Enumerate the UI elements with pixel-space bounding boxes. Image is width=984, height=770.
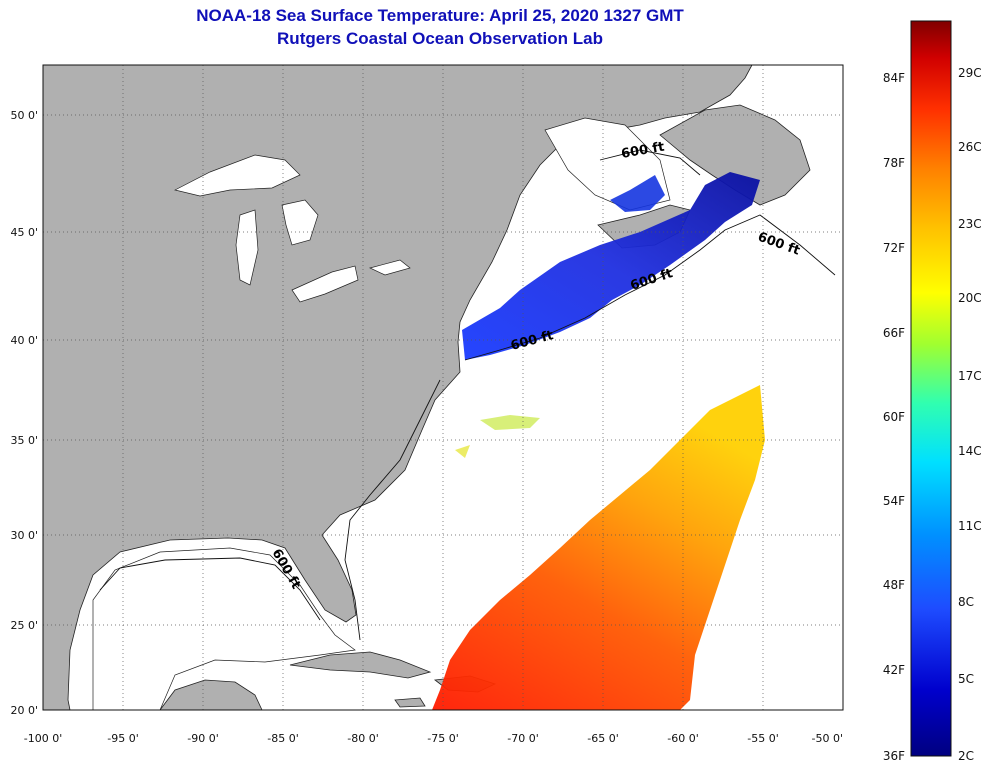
lon-tick-label: -50 0' <box>812 732 844 745</box>
maritimes-land <box>659 104 811 206</box>
sst-map: -100 0' -95 0' -90 0' -85 0' -80 0' -75 … <box>10 64 844 745</box>
cbar-f-label: 42F <box>883 663 905 677</box>
colorbar-f-labels: 84F 78F 72F 66F 60F 54F 48F 42F 36F <box>883 71 905 763</box>
sst-cold-gulf <box>610 175 665 212</box>
cbar-f-label: 78F <box>883 156 905 170</box>
cuba-land <box>289 651 432 679</box>
cbar-f-label: 84F <box>883 71 905 85</box>
cbar-c-label: 11C <box>958 519 982 533</box>
sst-warm-patch-2 <box>455 445 470 458</box>
cbar-f-label: 66F <box>883 326 905 340</box>
colorbar-c-labels: 29C 26C 23C 20C 17C 14C 11C 8C 5C 2C <box>958 66 982 763</box>
sst-warm-patches <box>480 415 540 430</box>
lat-tick-label: 20 0' <box>10 704 38 717</box>
cbar-f-label: 36F <box>883 749 905 763</box>
isobath-label: 600 ft <box>620 140 665 162</box>
lon-tick-label: -55 0' <box>747 732 779 745</box>
lat-tick-label: 40 0' <box>10 334 38 347</box>
sst-cold-shelf <box>462 172 760 360</box>
great-lakes <box>174 154 411 303</box>
lon-tick-label: -85 0' <box>267 732 299 745</box>
lon-tick-label: -95 0' <box>107 732 139 745</box>
cbar-c-label: 5C <box>958 672 974 686</box>
cbar-f-label: 54F <box>883 494 905 508</box>
plot-frame <box>42 64 844 711</box>
cbar-c-label: 26C <box>958 140 982 154</box>
lon-axis: -100 0' -95 0' -90 0' -85 0' -80 0' -75 … <box>24 732 843 745</box>
cbar-c-label: 14C <box>958 444 982 458</box>
lat-axis: 50 0' 45 0' 40 0' 35 0' 30 0' 25 0' 20 0… <box>10 109 38 717</box>
cbar-c-label: 29C <box>958 66 982 80</box>
cbar-c-label: 2C <box>958 749 974 763</box>
sst-warm-gulfstream <box>432 385 765 710</box>
lon-tick-label: -100 0' <box>24 732 62 745</box>
lon-tick-label: -60 0' <box>667 732 699 745</box>
lon-tick-label: -75 0' <box>427 732 459 745</box>
lon-tick-label: -65 0' <box>587 732 619 745</box>
graticule <box>43 65 843 710</box>
lon-tick-label: -70 0' <box>507 732 539 745</box>
colorbar-gradient <box>910 20 952 757</box>
lon-tick-label: -90 0' <box>187 732 219 745</box>
cbar-f-label: 60F <box>883 410 905 424</box>
cbar-c-label: 20C <box>958 291 982 305</box>
lat-tick-label: 35 0' <box>10 434 38 447</box>
cbar-c-label: 23C <box>958 217 982 231</box>
lat-tick-label: 50 0' <box>10 109 38 122</box>
cbar-c-label: 17C <box>958 369 982 383</box>
isobath-600ft <box>99 149 836 641</box>
map-subtitle: Rutgers Coastal Ocean Observation Lab <box>277 29 603 48</box>
lon-tick-label: -80 0' <box>347 732 379 745</box>
lat-tick-label: 30 0' <box>10 529 38 542</box>
jamaica-land <box>394 697 426 708</box>
cbar-c-label: 8C <box>958 595 974 609</box>
cbar-f-label: 72F <box>883 241 905 255</box>
lat-tick-label: 25 0' <box>10 619 38 632</box>
cbar-f-label: 48F <box>883 578 905 592</box>
lat-tick-label: 45 0' <box>10 226 38 239</box>
map-title: NOAA-18 Sea Surface Temperature: April 2… <box>196 6 684 25</box>
